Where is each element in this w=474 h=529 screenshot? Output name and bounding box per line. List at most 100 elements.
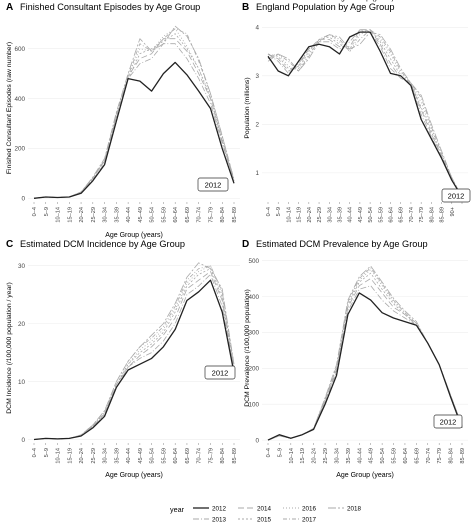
series-line-2015: [267, 272, 463, 441]
x-tick-label: 65–69: [414, 448, 420, 464]
x-tick-label: 75–79: [208, 448, 214, 464]
series-line-2015: [33, 33, 235, 199]
legend-label: 2013: [212, 516, 227, 523]
x-tick-label: 75–79: [437, 448, 443, 464]
series-line-2014: [33, 271, 235, 440]
x-axis-label: Age Group (years): [336, 0, 394, 2]
panel-b: B England Population by Age Group 1 2 3 4 0–4 5…: [242, 0, 471, 223]
x-tick-label: 40–44: [126, 448, 132, 464]
legend-title: year: [170, 505, 185, 514]
x-tick-label: 0–4: [32, 207, 38, 216]
x-tick-label: 20–24: [79, 207, 85, 223]
x-tick-label: 35–39: [114, 448, 120, 464]
panel-title: Estimated DCM Incidence by Age Group: [20, 239, 185, 249]
x-tick-label: 20–24: [312, 448, 318, 464]
x-tick-label: 25–29: [323, 448, 329, 464]
x-tick-label: 45–49: [138, 448, 144, 464]
panel-d: D Estimated DCM Prevalence by Age Group 0 1…: [242, 239, 468, 479]
y-tick-label: 1: [255, 170, 259, 177]
series-line-2013: [267, 29, 463, 198]
x-tick-label: 5–9: [44, 448, 50, 457]
x-tick-label: 40–44: [348, 207, 354, 223]
x-tick-label: 65–69: [399, 207, 405, 223]
x-tick-label: 85–89: [232, 207, 238, 223]
panel-letter: C: [6, 239, 13, 250]
y-tick-label: 200: [14, 146, 25, 153]
panel-letter: D: [242, 239, 249, 250]
x-tick-label: 25–29: [91, 207, 97, 223]
x-tick-label: 70–74: [197, 207, 203, 223]
panel-title: England Population by Age Group: [256, 2, 394, 12]
y-tick-label: 400: [14, 96, 25, 103]
x-tick-label: 10–14: [286, 207, 292, 223]
x-axis-label: Age Group (years): [105, 232, 163, 239]
legend-label: 2012: [212, 505, 227, 512]
x-tick-label: 30–34: [334, 448, 340, 464]
x-tick-label: 10–14: [289, 448, 295, 464]
x-tick-label: 35–39: [337, 207, 343, 223]
series-line-2012: [267, 292, 463, 441]
x-tick-label: 45–49: [369, 448, 375, 464]
legend-label: 2016: [302, 505, 317, 512]
annotation-box: [204, 365, 236, 380]
panel-a: A Finished Consultant Episodes by Age Gro…: [6, 2, 240, 239]
x-tick-label: 85–89: [440, 207, 446, 223]
x-tick-label: 70–74: [426, 448, 432, 464]
annotation-label: 2012: [440, 418, 457, 427]
x-tick-label: 45–49: [138, 207, 144, 223]
x-tick-label: 85–89: [460, 448, 466, 464]
panel-letter: B: [242, 2, 249, 13]
x-tick-label: 0–4: [32, 448, 38, 457]
x-tick-label: 55–59: [161, 207, 167, 223]
series-line-2014: [33, 38, 235, 199]
series-line-2013: [267, 285, 463, 441]
x-tick-label: 35–39: [346, 448, 352, 464]
series-line-2016: [267, 29, 463, 198]
y-tick-label: 100: [248, 402, 259, 409]
x-tick-label: 80–84: [429, 207, 435, 223]
series-line-2014: [267, 278, 463, 441]
x-tick-label: 90+: [450, 207, 456, 217]
annotation-label: 2012: [205, 181, 222, 190]
x-tick-label: 40–44: [126, 207, 132, 223]
panel-title: Estimated DCM Prevalence by Age Group: [256, 239, 428, 249]
y-axis-label: DCM Incidence (/100,000 population / yea…: [6, 282, 13, 413]
series-line-2012: [33, 61, 235, 199]
y-tick-label: 4: [255, 25, 259, 32]
y-tick-label: 0: [21, 196, 25, 203]
x-tick-label: 65–69: [185, 207, 191, 223]
legend-label: 2015: [257, 516, 272, 523]
x-tick-label: 80–84: [220, 207, 226, 223]
x-tick-label: 60–64: [173, 448, 179, 464]
x-tick-label: 20–24: [307, 207, 313, 223]
y-tick-label: 20: [18, 321, 26, 328]
y-tick-label: 0: [21, 437, 25, 444]
x-tick-label: 25–29: [317, 207, 323, 223]
panel-letter: A: [6, 2, 13, 13]
x-axis-label: Age Group (years): [336, 472, 394, 479]
x-tick-label: 50–54: [150, 448, 156, 464]
x-tick-label: 75–79: [208, 207, 214, 223]
y-tick-label: 30: [18, 263, 26, 270]
series-line-2014: [267, 29, 463, 198]
x-tick-label: 30–34: [103, 207, 109, 223]
x-tick-label: 30–34: [327, 207, 333, 223]
x-tick-label: 15–19: [67, 207, 73, 223]
series-line-2016: [267, 269, 463, 441]
x-tick-label: 60–64: [403, 448, 409, 464]
y-axis-label: Finished Consultant Episodes (raw number…: [6, 42, 13, 174]
y-tick-label: 200: [248, 366, 259, 373]
y-tick-label: 0: [255, 437, 259, 444]
x-tick-label: 15–19: [67, 448, 73, 464]
x-tick-label: 75–79: [419, 207, 425, 223]
x-tick-label: 0–4: [266, 448, 272, 457]
series-line-2018: [33, 262, 235, 440]
x-tick-label: 80–84: [449, 448, 455, 464]
y-tick-label: 10: [18, 379, 26, 386]
series-line-2016: [33, 265, 235, 440]
x-tick-label: 10–14: [56, 207, 62, 223]
x-tick-label: 65–69: [185, 448, 191, 464]
x-tick-label: 70–74: [409, 207, 415, 223]
series-line-2018: [267, 31, 463, 198]
series-line-2018: [33, 25, 235, 199]
